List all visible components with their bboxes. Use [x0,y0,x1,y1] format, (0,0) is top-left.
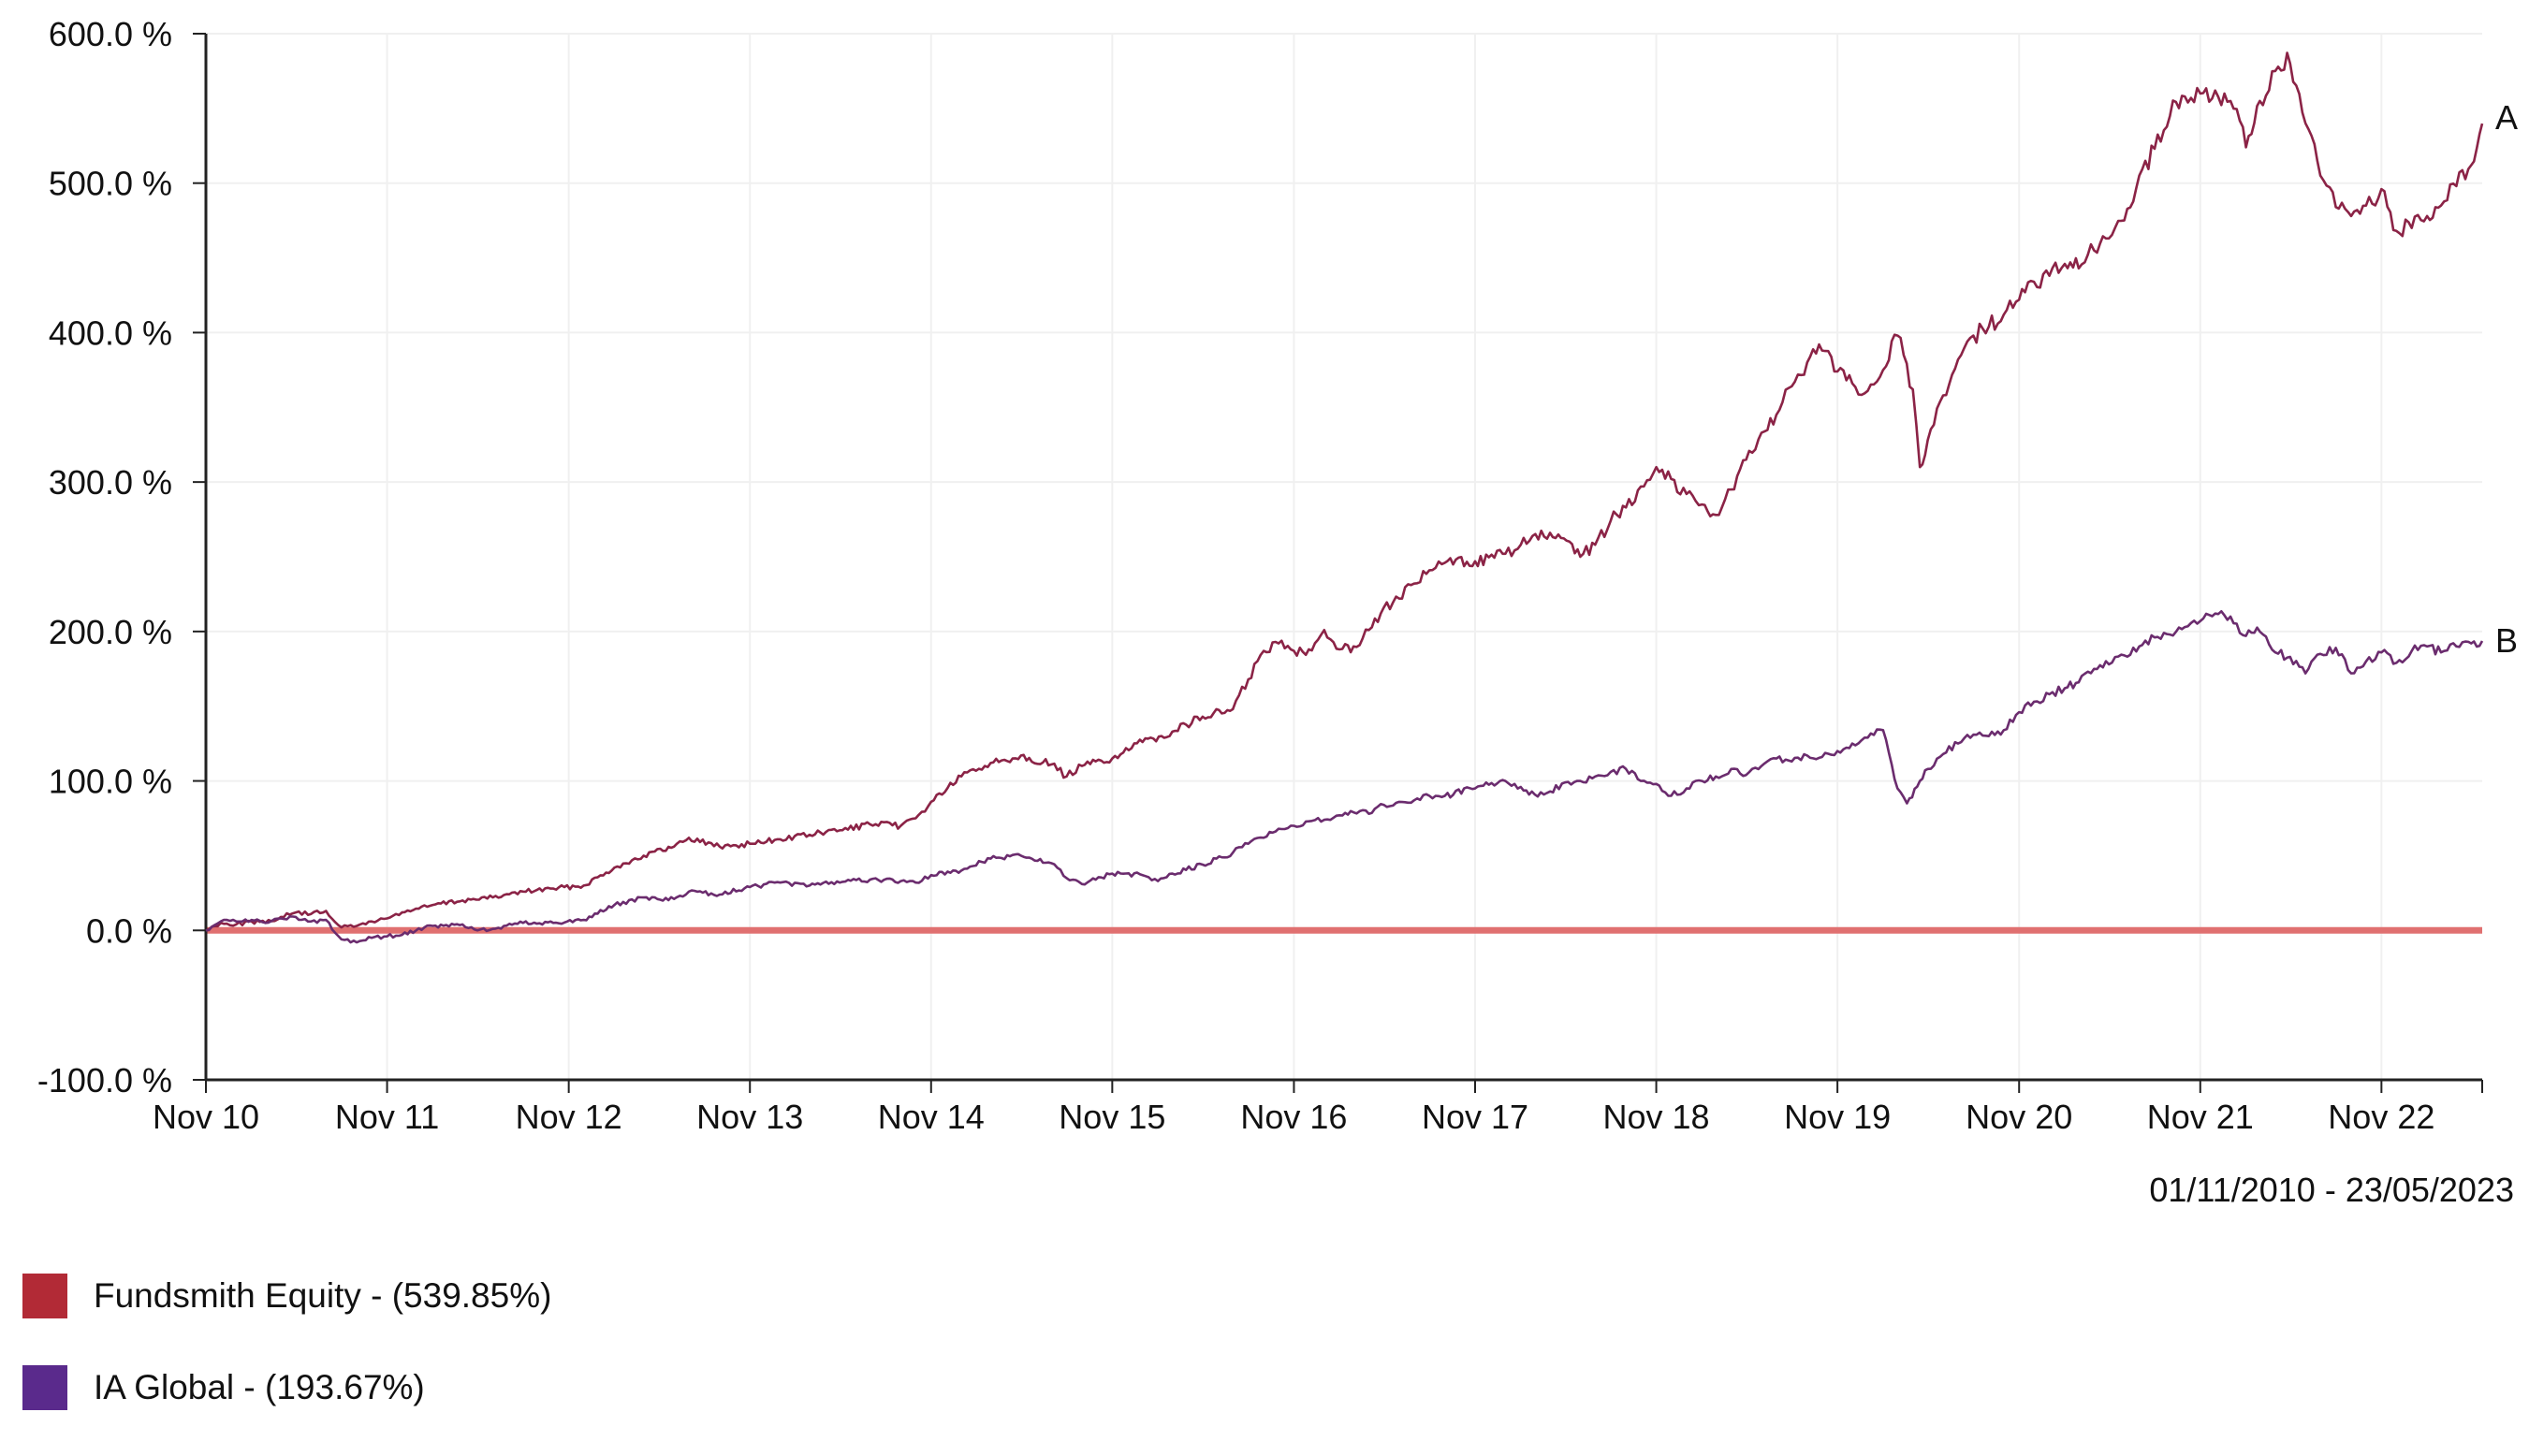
series-end-label-a: A [2495,98,2518,137]
x-tick-label: Nov 17 [1422,1098,1528,1136]
legend-label-ia-global: IA Global - (193.67%) [94,1368,425,1406]
y-tick-label: 0.0 % [86,911,172,950]
grid-lines [205,33,2482,1081]
y-tick-label: 300.0 % [49,463,172,502]
legend-swatch-fundsmith [22,1274,67,1318]
y-tick-label: -100.0 % [37,1061,172,1099]
legend-label-fundsmith: Fundsmith Equity - (539.85%) [94,1276,552,1315]
y-axis-tick-labels: 600.0 % 500.0 % 400.0 % 300.0 % 200.0 % 100.0… [37,15,172,1099]
x-tick-label: Nov 16 [1240,1098,1347,1136]
axes [193,33,2483,1093]
x-tick-label: Nov 14 [878,1098,985,1136]
x-tick-label: Nov 20 [1966,1098,2072,1136]
x-axis-tick-labels: Nov 10 Nov 11 Nov 12 Nov 13 Nov 14 Nov 15 Nov … [153,1098,2434,1136]
legend: Fundsmith Equity - (539.85%) IA Global -… [22,1273,1333,1456]
x-tick-label: Nov 19 [1784,1098,1891,1136]
series-end-labels: AB [2495,98,2518,660]
y-tick-label: 600.0 % [49,15,172,53]
x-tick-label: Nov 22 [2328,1098,2434,1136]
x-tick-label: Nov 15 [1059,1098,1165,1136]
x-tick-label: Nov 18 [1603,1098,1710,1136]
series-line-fundsmith [205,51,2484,932]
series-end-label-b: B [2495,621,2518,660]
series-lines [205,51,2484,944]
x-tick-label: Nov 12 [516,1098,622,1136]
legend-item-ia-global[interactable]: IA Global - (193.67%) [22,1364,1333,1411]
y-tick-label: 200.0 % [49,613,172,651]
x-tick-label: Nov 11 [335,1098,439,1136]
y-tick-label: 500.0 % [49,165,172,203]
x-tick-label: Nov 21 [2147,1098,2254,1136]
legend-item-fundsmith[interactable]: Fundsmith Equity - (539.85%) [22,1273,1333,1319]
series-line-ia-global [205,610,2484,944]
y-tick-label: 100.0 % [49,763,172,801]
x-tick-label: Nov 13 [696,1098,803,1136]
date-range-label: 01/11/2010 - 23/05/2023 [2149,1171,2514,1209]
legend-swatch-ia-global [22,1365,67,1410]
y-tick-label: 400.0 % [49,313,172,352]
x-tick-label: Nov 10 [153,1098,259,1136]
